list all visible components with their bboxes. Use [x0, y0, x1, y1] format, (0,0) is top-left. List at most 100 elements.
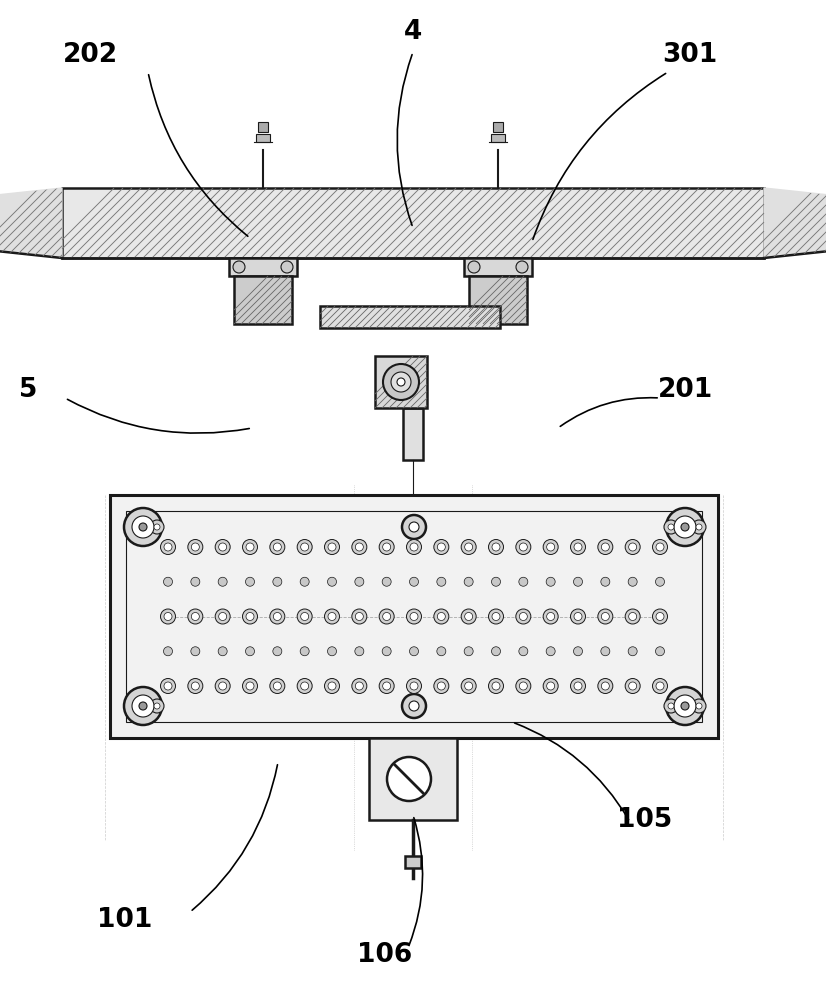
Circle shape: [219, 682, 226, 690]
Circle shape: [492, 612, 500, 620]
Circle shape: [516, 261, 528, 273]
Circle shape: [191, 577, 200, 586]
Circle shape: [628, 647, 637, 656]
Circle shape: [382, 612, 391, 620]
Circle shape: [301, 682, 309, 690]
Circle shape: [406, 609, 421, 624]
Text: 105: 105: [617, 807, 672, 833]
Circle shape: [270, 609, 285, 624]
Circle shape: [297, 678, 312, 694]
Circle shape: [666, 508, 704, 546]
Circle shape: [383, 364, 419, 400]
Circle shape: [488, 540, 504, 554]
Circle shape: [519, 577, 528, 586]
Circle shape: [653, 540, 667, 554]
Circle shape: [601, 682, 610, 690]
Circle shape: [598, 540, 613, 554]
Circle shape: [218, 647, 227, 656]
Circle shape: [297, 609, 312, 624]
Circle shape: [160, 540, 175, 554]
Circle shape: [437, 543, 445, 551]
Circle shape: [598, 609, 613, 624]
Bar: [491, 134, 505, 142]
Circle shape: [297, 540, 312, 554]
Circle shape: [681, 702, 689, 710]
Circle shape: [681, 523, 689, 531]
Circle shape: [273, 612, 282, 620]
Circle shape: [139, 523, 147, 531]
Circle shape: [325, 678, 339, 694]
Circle shape: [464, 647, 473, 656]
Circle shape: [491, 647, 501, 656]
Circle shape: [573, 647, 582, 656]
Circle shape: [601, 543, 610, 551]
Circle shape: [355, 682, 363, 690]
Circle shape: [434, 678, 449, 694]
Circle shape: [402, 694, 426, 718]
Circle shape: [653, 609, 667, 624]
Circle shape: [245, 577, 254, 586]
Circle shape: [461, 678, 476, 694]
Circle shape: [664, 699, 678, 713]
Circle shape: [629, 543, 637, 551]
Circle shape: [434, 609, 449, 624]
Circle shape: [218, 577, 227, 586]
Circle shape: [571, 609, 586, 624]
Circle shape: [406, 678, 421, 694]
Bar: [126, 511, 702, 722]
Circle shape: [132, 516, 154, 538]
Circle shape: [653, 678, 667, 694]
Circle shape: [215, 609, 230, 624]
Circle shape: [192, 682, 199, 690]
Circle shape: [465, 543, 472, 551]
Text: 101: 101: [97, 907, 153, 933]
Circle shape: [164, 612, 172, 620]
Circle shape: [410, 612, 418, 620]
Circle shape: [140, 524, 146, 530]
Circle shape: [601, 577, 610, 586]
Circle shape: [625, 678, 640, 694]
Circle shape: [546, 577, 555, 586]
Circle shape: [397, 378, 405, 386]
Circle shape: [696, 703, 702, 709]
Circle shape: [243, 609, 258, 624]
Circle shape: [547, 543, 555, 551]
Circle shape: [464, 577, 473, 586]
Circle shape: [515, 609, 531, 624]
Circle shape: [273, 682, 282, 690]
Circle shape: [382, 647, 392, 656]
Circle shape: [124, 687, 162, 725]
Circle shape: [601, 647, 610, 656]
Circle shape: [574, 682, 582, 690]
Text: 106: 106: [358, 942, 413, 968]
Circle shape: [666, 687, 704, 725]
Circle shape: [243, 678, 258, 694]
Circle shape: [409, 522, 419, 532]
Circle shape: [674, 516, 696, 538]
Circle shape: [406, 540, 421, 554]
Circle shape: [246, 543, 254, 551]
Circle shape: [547, 682, 555, 690]
Circle shape: [273, 543, 282, 551]
Circle shape: [327, 647, 336, 656]
Circle shape: [246, 682, 254, 690]
Circle shape: [437, 682, 445, 690]
Circle shape: [515, 678, 531, 694]
Circle shape: [188, 609, 203, 624]
Circle shape: [281, 261, 293, 273]
Text: 201: 201: [657, 377, 713, 403]
Circle shape: [327, 577, 336, 586]
Circle shape: [352, 609, 367, 624]
Circle shape: [140, 703, 146, 709]
Circle shape: [379, 678, 394, 694]
Circle shape: [154, 703, 160, 709]
Circle shape: [668, 524, 674, 530]
Circle shape: [150, 699, 164, 713]
Circle shape: [246, 612, 254, 620]
Polygon shape: [0, 188, 62, 258]
Text: 301: 301: [662, 42, 718, 68]
Circle shape: [355, 647, 363, 656]
Circle shape: [668, 703, 674, 709]
Circle shape: [164, 682, 172, 690]
Circle shape: [410, 577, 419, 586]
